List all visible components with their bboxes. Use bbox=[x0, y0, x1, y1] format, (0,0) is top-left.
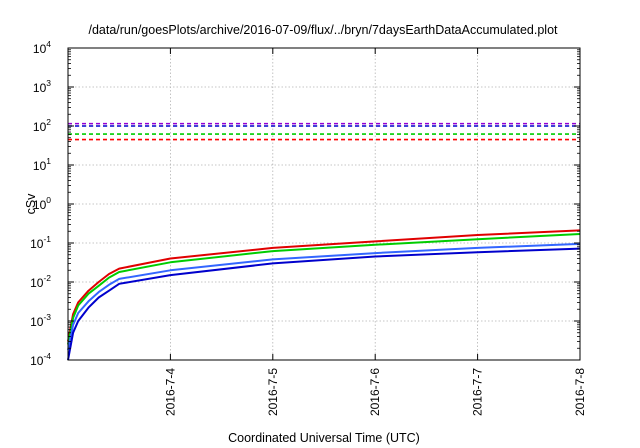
data-series-line bbox=[67, 229, 581, 342]
x-tick-label: 2016-7-5 bbox=[266, 368, 280, 416]
y-tick-label: 102 bbox=[33, 117, 51, 134]
x-tick-label: 2016-7-7 bbox=[471, 368, 485, 416]
y-tick-label: 104 bbox=[33, 39, 51, 56]
y-tick-label: 10-2 bbox=[30, 273, 51, 290]
y-tick-label: 101 bbox=[33, 156, 51, 173]
x-tick-label: 2016-7-6 bbox=[368, 368, 382, 416]
y-tick-label: 10-1 bbox=[30, 234, 51, 251]
data-series-line bbox=[67, 242, 581, 351]
chart-title: /data/run/goesPlots/archive/2016-07-09/f… bbox=[88, 23, 558, 37]
data-series-line bbox=[67, 247, 581, 361]
y-tick-label: 10-4 bbox=[30, 351, 51, 368]
ticks bbox=[68, 47, 581, 361]
y-tick-label: 10-3 bbox=[30, 312, 51, 329]
x-axis-label: Coordinated Universal Time (UTC) bbox=[228, 431, 420, 445]
grid bbox=[68, 48, 580, 360]
x-tick-label: 2016-7-8 bbox=[573, 368, 587, 416]
y-axis-label: cSv bbox=[24, 193, 38, 215]
y-tick-label: 103 bbox=[33, 78, 51, 95]
threshold-lines bbox=[68, 122, 580, 141]
data-series-line bbox=[67, 233, 581, 345]
x-tick-label: 2016-7-4 bbox=[163, 368, 177, 416]
series-group bbox=[67, 229, 581, 361]
x-tick-labels: 2016-7-4 2016-7-5 2016-7-6 2016-7-7 2016-7-8 bbox=[163, 368, 587, 416]
